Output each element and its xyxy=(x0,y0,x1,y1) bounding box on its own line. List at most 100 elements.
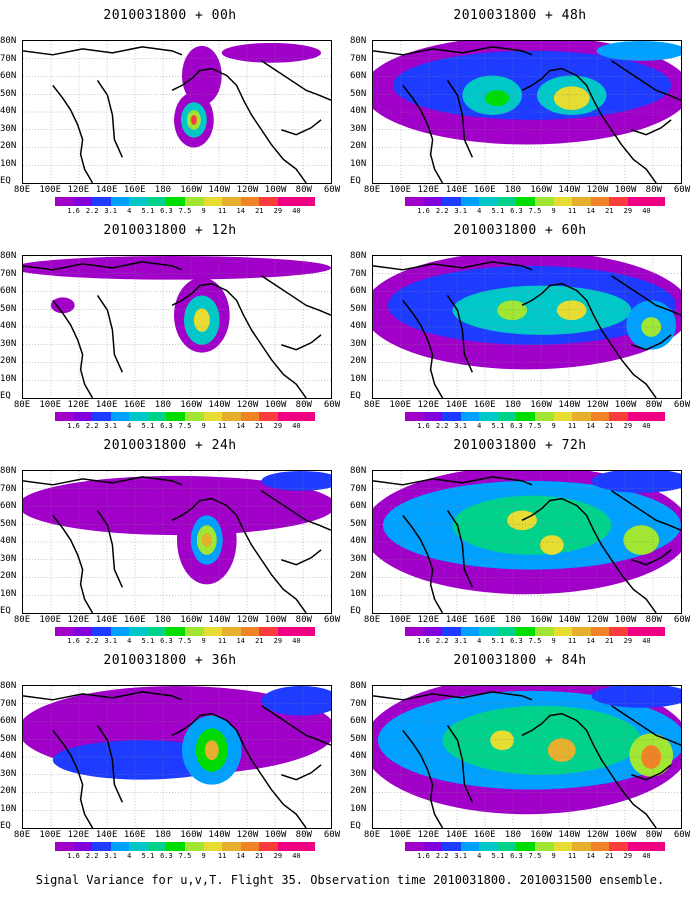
variance-contour xyxy=(623,525,660,555)
colorbar-swatch xyxy=(479,842,498,851)
lat-tick-label: EQ xyxy=(0,606,11,616)
lon-tick-label: 160W xyxy=(180,830,202,840)
map-canvas xyxy=(373,41,681,183)
lat-tick-label: 10N xyxy=(0,158,17,169)
colorbar-swatch xyxy=(203,197,223,206)
colorbar-level-label: 40 xyxy=(642,637,651,645)
lon-tick-label: 160E xyxy=(123,185,146,195)
lon-tick-label: 180 xyxy=(504,830,522,840)
colorbar-swatch xyxy=(55,842,74,851)
map-panel: 2010031800 + 00h 80N 70N 60N 50N 40N 30N 20N 10N… xyxy=(0,0,340,215)
variance-map xyxy=(372,40,682,184)
lon-tick-label: 140E xyxy=(95,185,118,195)
colorbar-level-label: 29 xyxy=(273,852,283,860)
colorbar-level-label: 9 xyxy=(551,852,556,860)
colorbar-swatch xyxy=(497,412,517,421)
colorbar-swatch xyxy=(479,412,498,421)
colorbar-swatch xyxy=(203,627,223,636)
coastline xyxy=(521,712,657,828)
lon-tick-label: 80E xyxy=(363,185,381,195)
colorbar-level-label: 6.3 xyxy=(160,852,173,860)
colorbar-level-label: 3.1 xyxy=(454,207,468,215)
lon-tick-label: 160E xyxy=(473,400,496,410)
lat-tick-label: 60N xyxy=(350,286,367,296)
variance-contour xyxy=(485,90,510,107)
lon-tick-label: 160W xyxy=(530,615,552,625)
colorbar-swatch xyxy=(166,842,186,851)
colorbar-swatch xyxy=(590,627,610,636)
colorbar-level-label: 3.1 xyxy=(454,422,468,430)
colorbar-level-label: 14 xyxy=(586,852,595,860)
lat-tick-label: 60N xyxy=(350,716,367,726)
colorbar-level-label: 5.1 xyxy=(491,422,505,430)
colorbar-level-label: 3.1 xyxy=(104,637,118,645)
lon-tick-label: 180 xyxy=(504,185,522,195)
colorbar-swatch xyxy=(129,412,148,421)
colorbar-swatch xyxy=(479,627,498,636)
colorbar-swatch xyxy=(203,842,223,851)
colorbar-swatch xyxy=(627,412,647,421)
coastline xyxy=(373,476,533,486)
lon-tick-label: 180 xyxy=(154,185,172,195)
colorbar-swatch xyxy=(460,412,480,421)
lon-tick-label: 120W xyxy=(236,615,259,625)
colorbar-level-label: 6.3 xyxy=(510,852,523,860)
lat-tick-label: 20N xyxy=(350,356,367,366)
lon-tick-label: 180 xyxy=(154,615,172,625)
variance-map xyxy=(22,255,332,399)
colorbar-level-label: 4 xyxy=(127,207,132,215)
lat-tick-label: EQ xyxy=(350,606,361,616)
lon-tick-label: 60W xyxy=(673,185,691,195)
colorbar-level-label: 6.3 xyxy=(510,207,523,215)
lon-tick-label: 120E xyxy=(67,830,90,840)
colorbar-level-label: 9 xyxy=(201,207,206,215)
lon-tick-label: 120E xyxy=(417,615,440,625)
variance-contour xyxy=(204,740,219,760)
lat-tick-label: 30N xyxy=(350,338,367,349)
coastline xyxy=(446,295,474,373)
lon-tick-label: 140E xyxy=(445,185,468,195)
map-panel: 2010031800 + 48h 80N 70N 60N 50N 40N 30N 20N 10N… xyxy=(350,0,690,215)
colorbar-level-label: 6.3 xyxy=(160,207,173,215)
lon-tick-label: 140W xyxy=(558,830,581,840)
coastline xyxy=(23,691,183,701)
panel-title: 2010031800 + 24h xyxy=(103,438,237,453)
colorbar-swatch xyxy=(92,627,111,636)
colorbar-level-label: 21 xyxy=(255,422,264,430)
colorbar-level-label: 11 xyxy=(567,207,577,215)
lon-tick-label: 120E xyxy=(67,185,90,195)
variance-contour xyxy=(591,471,681,493)
colorbar xyxy=(405,627,666,636)
colorbar-swatch xyxy=(277,197,297,206)
lon-tick-label: 100W xyxy=(614,830,637,840)
coastline xyxy=(611,490,681,531)
colorbar-swatch xyxy=(535,412,554,421)
colorbar-level-label: 2.2 xyxy=(435,852,449,860)
lat-tick-label: 30N xyxy=(350,123,367,134)
colorbar-level-label: 7.5 xyxy=(178,852,192,860)
lon-tick-label: 120W xyxy=(586,185,609,195)
colorbar-swatch xyxy=(460,842,480,851)
variance-map xyxy=(372,470,682,614)
colorbar-swatch xyxy=(405,627,424,636)
colorbar-level-label: 3.1 xyxy=(104,207,118,215)
colorbar-level-label: 21 xyxy=(605,637,614,645)
lon-tick-label: 80E xyxy=(363,830,381,840)
colorbar-swatch xyxy=(55,627,74,636)
lat-tick-label: 50N xyxy=(350,518,367,529)
colorbar-level-label: 2.2 xyxy=(435,637,449,645)
colorbar-swatch xyxy=(129,627,148,636)
colorbar-swatch xyxy=(73,842,93,851)
lon-tick-label: 80E xyxy=(13,400,31,410)
colorbar-swatch xyxy=(296,412,316,421)
colorbar-level-label: 11 xyxy=(217,637,227,645)
lon-axis: 80E 100E 120E 140E 160E 180 160W 140W 120W 100W 80… xyxy=(362,185,692,197)
colorbar-swatch xyxy=(572,197,591,206)
lat-tick-label: 80N xyxy=(0,36,17,46)
colorbar-swatch xyxy=(535,842,554,851)
variance-map xyxy=(22,685,332,829)
variance-contour xyxy=(452,285,632,335)
colorbar-level-label: 1.6 xyxy=(417,422,430,430)
colorbar-swatch xyxy=(497,197,517,206)
map-canvas xyxy=(373,471,681,613)
